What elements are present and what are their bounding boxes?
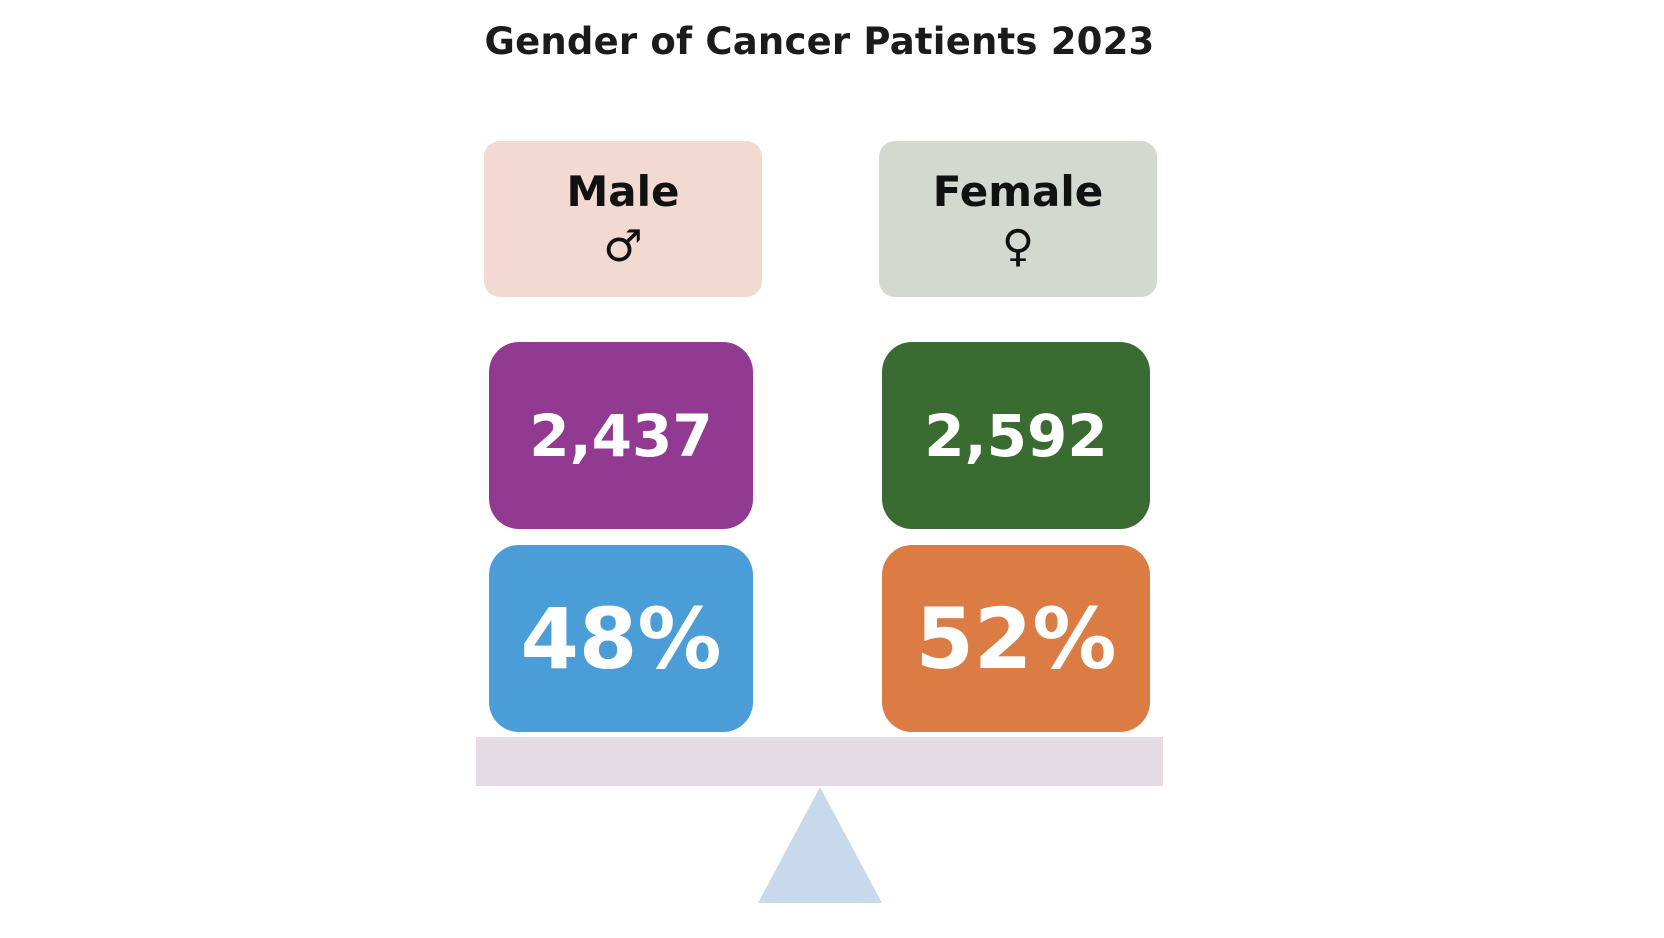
male-percent-value: 48% <box>520 589 722 688</box>
male-count-card: 2,437 <box>489 342 753 529</box>
female-symbol-icon: ♀ <box>1001 221 1035 273</box>
female-count-card: 2,592 <box>882 342 1150 529</box>
male-symbol-icon: ♂ <box>603 221 643 273</box>
male-header-card: Male ♂ <box>484 141 762 297</box>
chart-title: Gender of Cancer Patients 2023 <box>484 20 1155 63</box>
balance-fulcrum-triangle <box>758 787 882 903</box>
male-label: Male <box>566 166 680 216</box>
female-header-card: Female ♀ <box>879 141 1157 297</box>
female-count-value: 2,592 <box>924 401 1108 470</box>
balance-beam <box>476 737 1163 786</box>
male-percent-card: 48% <box>489 545 753 732</box>
female-percent-card: 52% <box>882 545 1150 732</box>
male-count-value: 2,437 <box>529 401 713 470</box>
female-percent-value: 52% <box>915 589 1117 688</box>
female-label: Female <box>932 166 1104 216</box>
